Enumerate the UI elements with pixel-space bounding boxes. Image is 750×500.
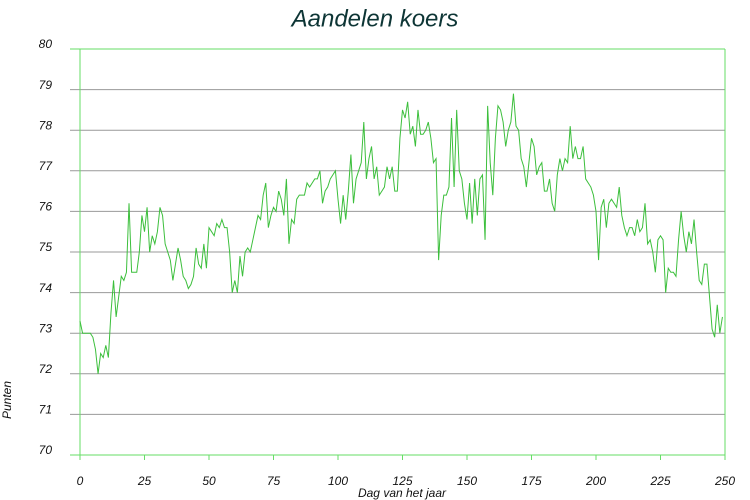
y-tick-label: 76	[39, 200, 53, 214]
x-tick-label: 50	[202, 474, 216, 488]
x-tick-label: 100	[328, 474, 348, 488]
y-axis-label: Punten	[0, 381, 14, 419]
x-tick-label: 0	[77, 474, 84, 488]
y-tick-label: 72	[39, 362, 53, 376]
x-tick-label: 150	[457, 474, 477, 488]
x-tick-label: 125	[392, 474, 412, 488]
y-tick-label: 71	[39, 403, 52, 417]
x-axis-label: Dag van het jaar	[358, 486, 447, 500]
y-tick-label: 74	[39, 281, 53, 295]
x-tick-label: 225	[649, 474, 670, 488]
x-tick-label: 75	[267, 474, 281, 488]
y-tick-label: 70	[39, 443, 53, 457]
y-tick-label: 75	[39, 240, 53, 254]
price-line	[79, 93, 723, 374]
y-tick-label: 73	[39, 321, 53, 335]
y-tick-label: 77	[39, 159, 54, 173]
y-tick-label: 79	[39, 78, 53, 92]
x-tick-label: 175	[521, 474, 541, 488]
x-tick-label: 250	[714, 474, 735, 488]
y-tick-label: 78	[39, 118, 53, 132]
y-tick-label: 80	[39, 37, 53, 51]
x-tick-label: 200	[585, 474, 606, 488]
chart-title: Aandelen koers	[290, 5, 459, 32]
x-tick-label: 25	[137, 474, 152, 488]
